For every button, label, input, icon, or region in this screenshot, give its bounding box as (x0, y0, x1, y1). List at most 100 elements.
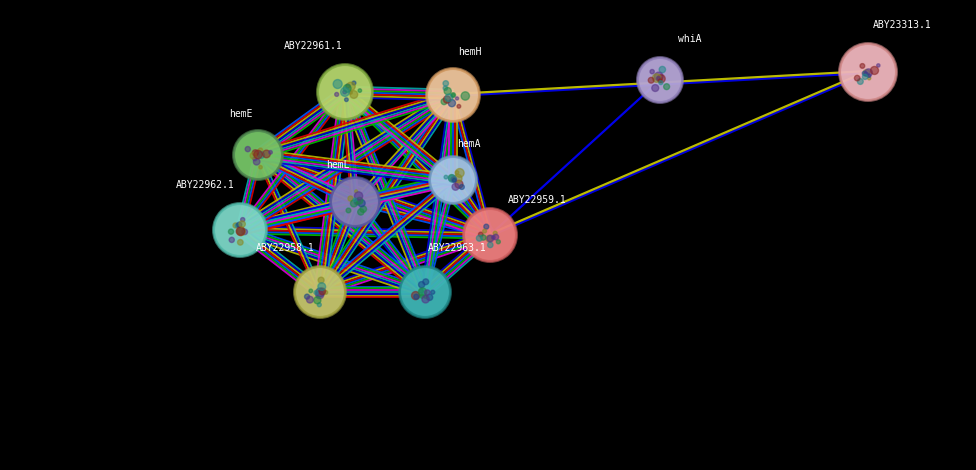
Circle shape (357, 209, 364, 215)
Circle shape (358, 89, 361, 92)
Circle shape (358, 200, 365, 207)
Circle shape (441, 99, 447, 105)
Circle shape (658, 77, 662, 81)
Circle shape (650, 70, 654, 74)
Text: hemE: hemE (229, 109, 253, 119)
Text: hemH: hemH (458, 47, 481, 57)
Circle shape (652, 74, 661, 82)
Circle shape (353, 198, 356, 202)
Circle shape (350, 91, 357, 98)
Circle shape (654, 72, 663, 81)
Circle shape (659, 79, 662, 82)
Text: ABY22958.1: ABY22958.1 (257, 243, 315, 253)
Circle shape (356, 197, 363, 204)
Circle shape (444, 87, 451, 94)
Circle shape (228, 229, 233, 234)
Circle shape (444, 175, 448, 179)
Circle shape (295, 267, 345, 317)
Circle shape (449, 175, 456, 182)
Circle shape (236, 222, 242, 227)
Circle shape (412, 291, 420, 300)
Circle shape (212, 202, 268, 258)
Circle shape (254, 158, 260, 165)
Circle shape (237, 240, 243, 245)
Circle shape (487, 235, 494, 242)
Circle shape (876, 64, 880, 67)
Circle shape (659, 81, 663, 85)
Circle shape (462, 207, 518, 263)
Circle shape (657, 75, 666, 83)
Circle shape (863, 71, 867, 76)
Circle shape (652, 85, 659, 92)
Circle shape (448, 174, 455, 181)
Circle shape (419, 282, 425, 288)
Circle shape (638, 58, 682, 102)
Circle shape (423, 279, 428, 285)
Circle shape (480, 235, 486, 240)
Circle shape (461, 92, 469, 100)
Circle shape (346, 82, 355, 91)
Circle shape (451, 177, 457, 182)
Circle shape (360, 206, 367, 212)
Circle shape (245, 147, 251, 152)
Circle shape (840, 44, 896, 100)
Circle shape (864, 72, 868, 76)
Circle shape (234, 131, 282, 179)
Circle shape (268, 150, 272, 154)
Circle shape (355, 199, 360, 204)
Circle shape (335, 93, 339, 96)
Circle shape (318, 65, 372, 119)
Circle shape (316, 63, 374, 121)
Circle shape (237, 227, 245, 235)
Circle shape (420, 289, 424, 293)
Circle shape (451, 93, 456, 97)
Circle shape (657, 77, 661, 80)
Circle shape (341, 87, 349, 96)
Circle shape (476, 235, 482, 241)
Text: ABY22962.1: ABY22962.1 (177, 180, 235, 190)
Circle shape (430, 157, 476, 203)
Circle shape (253, 150, 259, 156)
Circle shape (309, 289, 312, 293)
Circle shape (314, 290, 318, 295)
Circle shape (425, 67, 481, 123)
Circle shape (263, 150, 270, 158)
Circle shape (424, 295, 427, 298)
Circle shape (422, 296, 429, 303)
Circle shape (241, 218, 245, 222)
Circle shape (452, 183, 459, 190)
Circle shape (492, 235, 495, 239)
Circle shape (865, 69, 873, 77)
Circle shape (493, 234, 499, 240)
Circle shape (235, 224, 239, 227)
Circle shape (306, 296, 313, 303)
Circle shape (414, 294, 419, 299)
Circle shape (484, 224, 489, 229)
Circle shape (838, 42, 898, 102)
Circle shape (346, 208, 350, 213)
Circle shape (233, 223, 238, 228)
Circle shape (443, 86, 448, 90)
Circle shape (858, 78, 863, 85)
Circle shape (250, 152, 257, 159)
Circle shape (486, 235, 493, 242)
Circle shape (659, 66, 666, 73)
Text: ABY22961.1: ABY22961.1 (284, 41, 343, 51)
Circle shape (860, 63, 865, 68)
Circle shape (868, 77, 871, 80)
Circle shape (318, 283, 326, 290)
Text: ABY22959.1: ABY22959.1 (508, 195, 567, 205)
Circle shape (254, 150, 263, 159)
Circle shape (313, 297, 321, 304)
Circle shape (451, 178, 455, 181)
Circle shape (354, 199, 360, 205)
Circle shape (346, 84, 350, 88)
Circle shape (319, 288, 326, 295)
Circle shape (456, 171, 459, 174)
Circle shape (344, 85, 351, 92)
Circle shape (664, 84, 670, 90)
Text: whiA: whiA (678, 34, 702, 44)
Circle shape (350, 200, 357, 207)
Circle shape (232, 129, 284, 181)
Circle shape (331, 178, 379, 226)
